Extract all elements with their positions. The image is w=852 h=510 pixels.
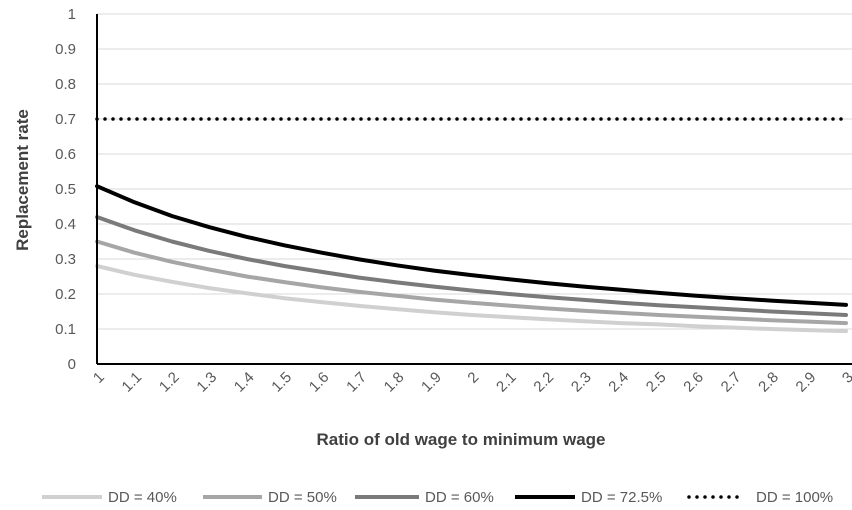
x-axis-title: Ratio of old wage to minimum wage [316,430,605,449]
x-tick-label: 1.8 [381,369,408,396]
legend-label: DD = 100% [756,489,833,506]
x-tick-label: 2 [464,369,482,387]
y-tick-label: 0.5 [55,181,76,198]
y-tick-label: 0.1 [55,321,76,338]
series-line [95,215,848,317]
x-tick-label: 1.9 [418,369,445,396]
y-tick-label: 0.8 [55,76,76,93]
y-tick-label: 0.6 [55,146,76,163]
y-tick-label: 0.4 [55,216,76,233]
x-tick-label: 1.5 [268,369,295,396]
x-tick-label: 1.7 [343,369,370,396]
x-tick-label: 2.7 [718,369,745,396]
y-tick-label: 0.3 [55,251,76,268]
legend-label: DD = 72.5% [581,489,662,506]
x-tick-label: 2.8 [755,369,782,396]
y-tick-label: 0.2 [55,286,76,303]
x-tick-labels: 1 1.1 1.2 1.3 1.4 1.5 1.6 1.7 1.8 1.9 2 2.1 2.2 2.3 2.… [90,369,852,396]
x-tick-label: 2.9 [793,369,820,396]
x-tick-label: 1.3 [193,369,220,396]
legend-label: DD = 40% [108,489,177,506]
y-tick-label: 1 [68,6,76,23]
series-line [95,184,848,307]
x-tick-label: 2.2 [530,369,557,396]
x-tick-label: 2.6 [680,369,707,396]
x-tick-label: 2.5 [643,369,670,396]
y-tick-label: 0.9 [55,41,76,58]
series-line [95,264,848,334]
legend-label: DD = 50% [268,489,337,506]
x-tick-label: 1.4 [231,369,258,396]
x-tick-label: 1.6 [306,369,333,396]
x-tick-label: 3 [839,369,852,387]
axes [96,14,852,365]
series-lines [95,117,848,334]
x-tick-label: 2.4 [605,369,632,396]
series-line [95,239,848,326]
x-tick-label: 1 [90,369,108,387]
x-tick-label: 2.1 [493,369,520,396]
legend-label: DD = 60% [425,489,494,506]
y-tick-labels: 0 0.1 0.2 0.3 0.4 0.5 0.6 0.7 0.8 0.9 1 [55,6,76,373]
x-tick-label: 1.2 [156,369,183,396]
y-axis-title: Replacement rate [13,109,32,251]
legend: DD = 40% DD = 50% DD = 60% DD = 72.5% DD = 1… [42,489,833,506]
gridlines [97,13,852,330]
x-tick-label: 2.3 [568,369,595,396]
x-tick-label: 1.1 [119,369,146,396]
y-tick-label: 0 [68,356,76,373]
y-tick-label: 0.7 [55,111,76,128]
